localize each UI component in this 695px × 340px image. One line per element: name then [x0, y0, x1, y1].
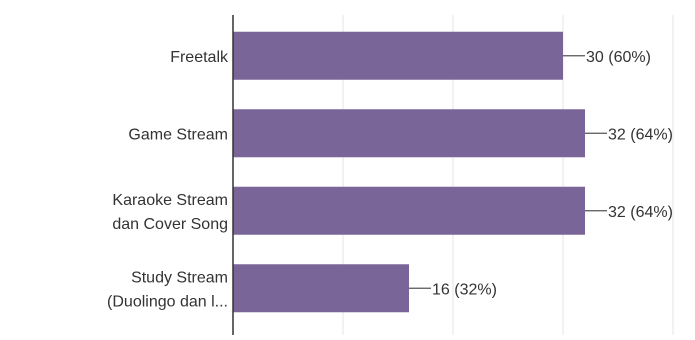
category-label: Karaoke Stream dan Cover Song — [112, 192, 228, 233]
value-label: 30 (60%) — [586, 49, 651, 66]
bars — [233, 31, 585, 313]
category-label: Game Stream — [128, 126, 228, 143]
value-label: 16 (32%) — [432, 281, 497, 298]
bar — [233, 186, 585, 235]
bar — [233, 109, 585, 158]
value-labels: 30 (60%) 32 (64%) 32 (64%) 16 (32%) — [409, 49, 673, 298]
category-label: Freetalk — [170, 49, 229, 66]
category-labels: Freetalk Game Stream Karaoke Stream dan Cov… — [107, 49, 229, 311]
bar — [233, 264, 409, 313]
category-label: Study Stream (Duolingo dan l... — [107, 269, 228, 310]
value-label: 32 (64%) — [608, 204, 673, 221]
value-label: 32 (64%) — [608, 126, 673, 143]
bar — [233, 31, 563, 80]
